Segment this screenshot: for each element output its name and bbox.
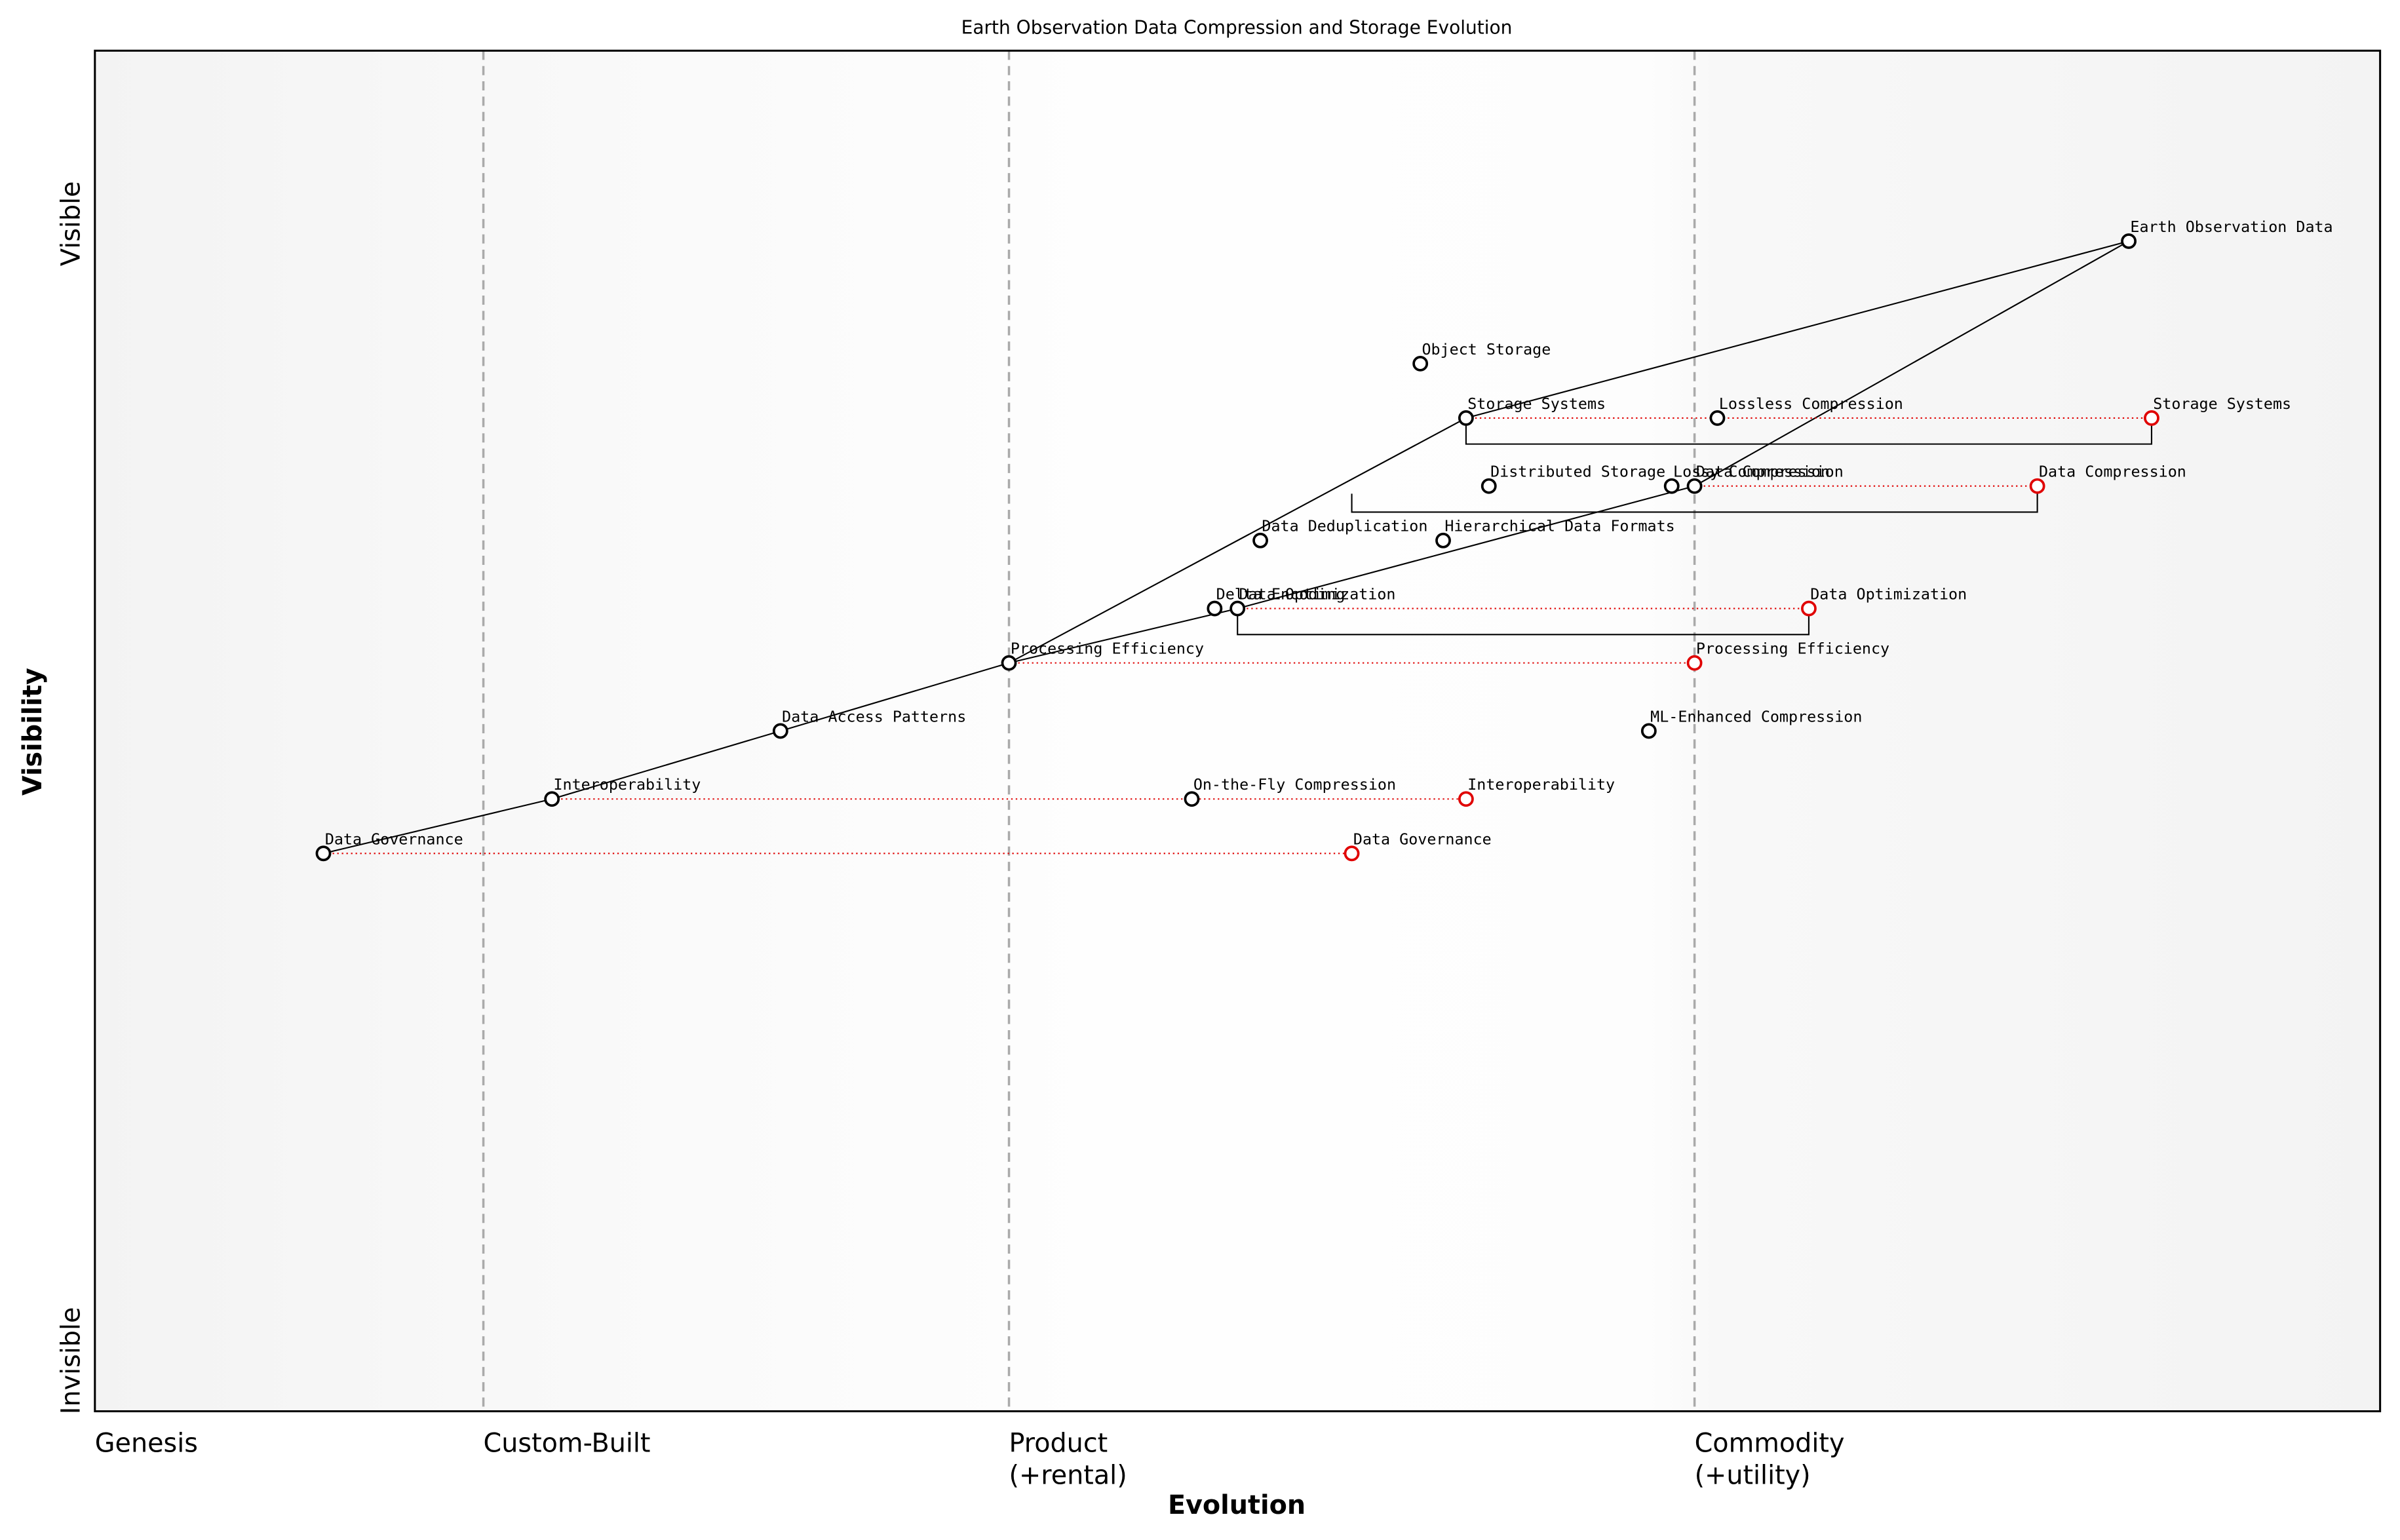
link: [1694, 241, 2129, 487]
plot-frame: [94, 49, 2382, 1413]
link: [1465, 240, 2129, 419]
evolved-component: [1344, 845, 1360, 862]
component: [1229, 600, 1246, 617]
evolved-component: [2144, 410, 2159, 426]
component: [315, 845, 332, 862]
component-label: Data Compression: [1696, 463, 1844, 481]
pipeline: [1465, 425, 2153, 445]
evolved-component: [2029, 478, 2045, 494]
component: [1207, 600, 1223, 617]
component: [1481, 478, 1497, 494]
component: [1412, 355, 1429, 372]
x-tick-label: Genesis: [95, 1428, 198, 1458]
component: [544, 791, 560, 807]
evolved-component: [1686, 655, 1703, 671]
component: [1435, 532, 1451, 549]
component-label: Earth Observation Data: [2130, 218, 2332, 236]
component-label: Lossy Compression: [1673, 463, 1830, 481]
component-label: Distributed Storage: [1490, 463, 1665, 481]
component: [1001, 655, 1017, 671]
component: [1184, 791, 1200, 807]
evolved-component: [1801, 600, 1817, 617]
component-label: Object Storage: [1422, 340, 1551, 358]
component: [1663, 478, 1680, 494]
component-label: ML-Enhanced Compression: [1650, 707, 1862, 725]
x-tick-label: (+utility): [1695, 1460, 1811, 1490]
plot-layer: Storage Systems Data Compression Data Opti…: [315, 50, 2333, 1412]
component-label: Interoperability: [554, 775, 701, 794]
component-label: Processing Efficiency: [1011, 640, 1204, 658]
component-label: Hierarchical Data Formats: [1444, 517, 1674, 535]
y-top-label: Visible: [56, 181, 86, 266]
x-tick-label: Commodity: [1695, 1428, 1845, 1458]
component-label: Delta Encoding: [1216, 585, 1345, 604]
x-tick-label: (+rental): [1009, 1460, 1127, 1490]
link: [1237, 485, 1695, 609]
x-tick-label: Custom-Built: [484, 1428, 651, 1458]
y-axis-label: Visibility: [18, 668, 48, 796]
evolved-label: Data Optimization: [1810, 585, 1967, 604]
component-label: Data Deduplication: [1262, 517, 1427, 535]
pipeline: [1351, 493, 2038, 513]
link: [1009, 417, 1467, 664]
pipeline: [1237, 616, 1810, 636]
component-label: Data Optimization: [1239, 585, 1396, 604]
component: [1458, 410, 1474, 426]
link: [551, 730, 781, 800]
component: [772, 723, 788, 739]
x-axis-label: Evolution: [1168, 1490, 1306, 1520]
component-label: Data Governance: [325, 830, 463, 848]
component: [1640, 723, 1657, 739]
component-label: Data Access Patterns: [782, 707, 966, 725]
link: [323, 798, 552, 855]
evolved-label: Data Compression: [2039, 463, 2186, 481]
evolved-label: Interoperability: [1467, 775, 1615, 794]
evolved-component: [1458, 791, 1474, 807]
evolved-label: Storage Systems: [2153, 395, 2291, 413]
chart-title: Earth Observation Data Compression and S…: [961, 17, 1513, 39]
component-label: Storage Systems: [1467, 395, 1606, 413]
y-bottom-label: Invisible: [56, 1307, 86, 1415]
link: [780, 662, 1009, 732]
component-label: On-the-Fly Compression: [1193, 775, 1396, 794]
evolved-label: Processing Efficiency: [1696, 640, 1889, 658]
x-tick-label: Product: [1009, 1428, 1108, 1458]
component: [1709, 410, 1726, 426]
component: [1686, 478, 1703, 494]
plot-background: [94, 50, 2380, 1412]
link: [1009, 607, 1238, 664]
component: [2121, 233, 2137, 249]
component: [1252, 532, 1268, 549]
evolved-label: Data Governance: [1353, 830, 1492, 848]
component-label: Lossless Compression: [1719, 395, 1903, 413]
